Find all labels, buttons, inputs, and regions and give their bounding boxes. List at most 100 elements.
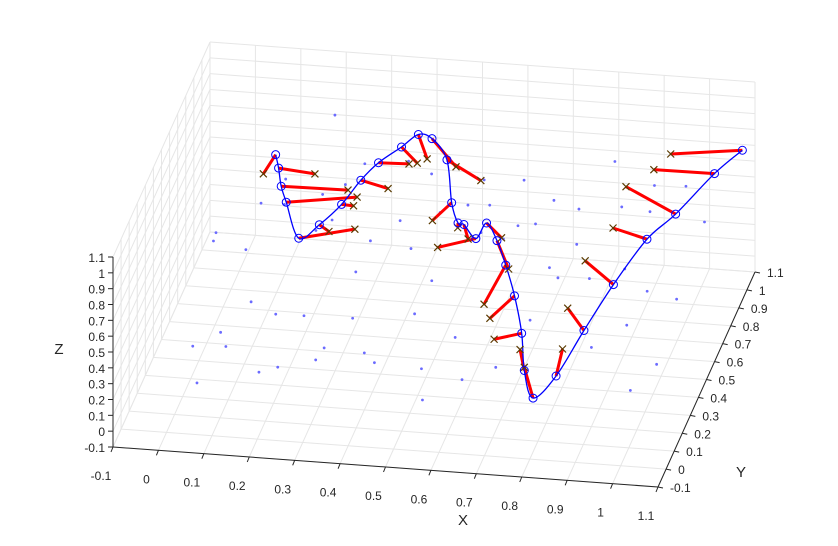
scatter-point: [314, 358, 318, 362]
x-tick-label: 0: [143, 472, 150, 486]
x-tick-label: 0.7: [456, 496, 473, 510]
left-wall-grid-line: [112, 168, 211, 384]
error-segment: [278, 166, 316, 176]
grid-layer: [112, 41, 756, 488]
cross-marker: [516, 345, 524, 354]
scatter-point: [284, 177, 288, 181]
y-tick-mark: [730, 325, 736, 328]
cross-marker: [325, 227, 333, 236]
cross-stroke: [609, 224, 617, 232]
scatter-point: [195, 381, 199, 385]
scatter-point: [552, 198, 556, 202]
cross-stroke: [433, 243, 442, 252]
cross-stroke: [464, 235, 473, 244]
cross-marker: [485, 314, 494, 323]
cross-marker: [504, 265, 513, 273]
curve-point-marker: [671, 209, 681, 219]
floor-grid-line: [161, 339, 707, 380]
y-axis-label: Y: [736, 464, 746, 481]
cross-marker: [452, 162, 460, 171]
axis-layer: [108, 256, 761, 493]
label-layer: -0.1 0 0.1 0.2 0.3 0.4 0.5 0.6 0.7 0.8 0.9 1 1.1-0.1…: [84, 251, 784, 523]
z-tick-label: 0.6: [88, 330, 105, 344]
scatter-point: [257, 370, 261, 374]
cross-marker: [464, 235, 473, 244]
y-tick-label: 0.1: [686, 445, 703, 459]
scatter-point: [430, 279, 434, 283]
scatter-point: [613, 160, 617, 163]
error-segment: [554, 348, 565, 377]
y-tick-label: 0.8: [743, 320, 760, 334]
scatter-point: [625, 323, 629, 327]
cross-marker: [622, 182, 630, 191]
scatter-point: [214, 231, 218, 235]
scatter-point: [363, 162, 367, 166]
curve-point-marker: [528, 393, 538, 403]
back-wall-grid-line: [209, 152, 756, 194]
cross-stroke: [344, 186, 352, 195]
curve-point-marker: [427, 134, 437, 144]
scatter-point: [421, 398, 424, 402]
curve-point-marker: [271, 150, 281, 160]
curve-point-marker: [453, 218, 463, 228]
scatter-point: [274, 312, 278, 316]
x-tick-mark: [428, 470, 432, 476]
y-tick-mark: [722, 343, 728, 346]
curve-point-marker: [442, 155, 452, 165]
error-segment: [378, 161, 410, 166]
cross-marker: [349, 201, 358, 210]
scatter-point: [344, 183, 347, 186]
y-tick-mark: [754, 271, 761, 274]
cross-marker: [666, 150, 675, 158]
y-tick-mark: [674, 450, 680, 453]
x-tick-mark: [155, 450, 159, 456]
scatter-point: [333, 113, 337, 117]
curve-point-marker: [314, 220, 324, 230]
cross-stroke: [423, 154, 432, 163]
curve-layer: [275, 133, 743, 399]
scatter-point: [466, 203, 470, 207]
left-wall-grid-line: [112, 105, 211, 321]
curve-point-marker: [447, 198, 457, 208]
cross-stroke: [353, 193, 362, 202]
scatter-point: [534, 222, 537, 226]
error-segment: [653, 168, 715, 176]
y-tick-label: 0.6: [727, 356, 744, 370]
left-wall-grid-line: [112, 136, 211, 353]
y-tick-label: 0: [678, 463, 685, 477]
cross-marker: [384, 184, 393, 193]
scatter-point: [575, 242, 579, 246]
scatter-point: [675, 297, 679, 301]
back-wall-grid-line: [209, 73, 756, 115]
cross-stroke: [485, 314, 494, 323]
back-wall-grid-line: [209, 215, 756, 257]
floor-grid-line: [201, 249, 747, 291]
cross-marker: [476, 176, 485, 185]
error-segment: [360, 178, 389, 190]
x-tick-label: 0.4: [320, 486, 337, 500]
y-tick-label: 0.5: [719, 374, 736, 388]
curve-point-marker: [510, 291, 520, 301]
scatter-point: [314, 229, 318, 232]
scatter-point: [249, 300, 253, 304]
left-wall-grid-line: [112, 89, 211, 305]
back-wall-grid-line: [209, 184, 756, 225]
error-segment: [566, 307, 586, 332]
scatter-layer: [191, 113, 706, 402]
back-wall-grid-line: [209, 104, 756, 146]
cross-stroke: [581, 256, 590, 265]
floor-grid-line: [137, 392, 683, 434]
cross-marker: [310, 169, 319, 178]
scatter-point: [321, 193, 325, 196]
scatter-point: [362, 351, 366, 355]
back-wall-grid-line: [209, 120, 756, 162]
z-tick-label: 0.1: [88, 409, 105, 423]
x-tick-mark: [655, 486, 659, 493]
curve-point-marker: [276, 181, 286, 191]
y-tick-mark: [746, 289, 753, 292]
scatter-point: [522, 178, 526, 182]
cross-marker: [649, 165, 658, 174]
floor-grid-line: [193, 267, 739, 309]
error-segment: [493, 331, 522, 341]
